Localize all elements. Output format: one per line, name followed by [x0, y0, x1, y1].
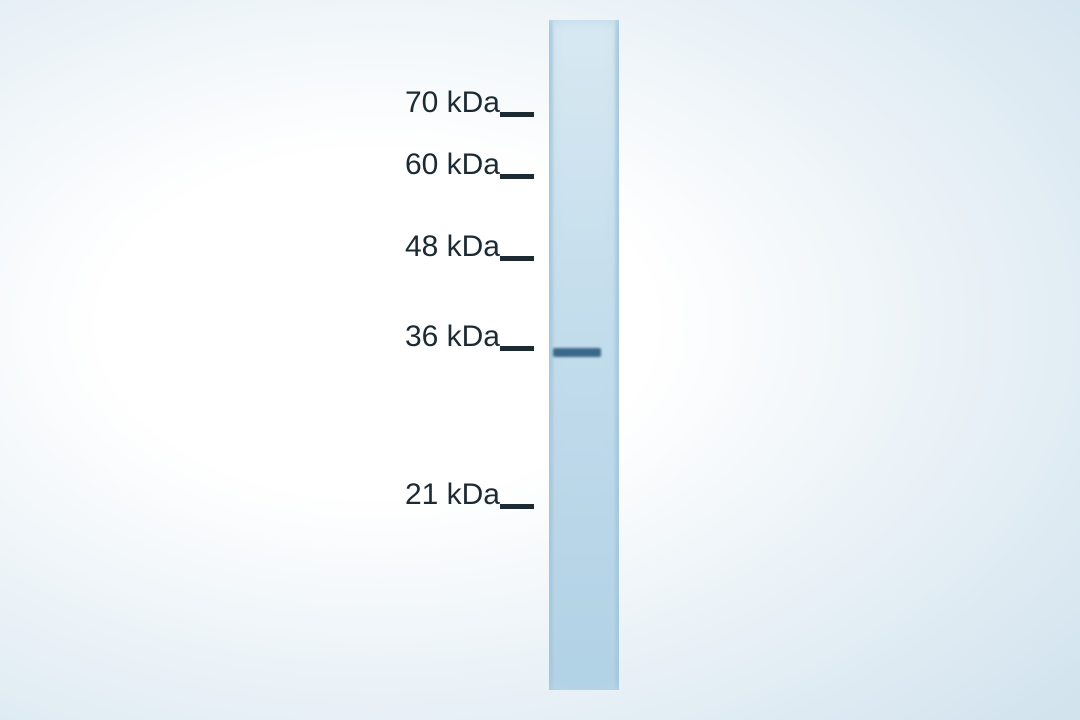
mw-tick: [500, 504, 534, 509]
mw-tick: [500, 346, 534, 351]
mw-label: 21 kDa: [405, 478, 500, 512]
protein-band: [553, 348, 601, 357]
mw-label: 70 kDa: [405, 86, 500, 120]
mw-tick: [500, 112, 534, 117]
figure-background: [0, 0, 1080, 720]
mw-label: 60 kDa: [405, 148, 500, 182]
western-blot-figure: 70 kDa 60 kDa 48 kDa 36 kDa 21 kDa: [0, 0, 1080, 720]
mw-tick: [500, 174, 534, 179]
mw-label: 48 kDa: [405, 230, 500, 264]
mw-label: 36 kDa: [405, 320, 500, 354]
mw-tick: [500, 256, 534, 261]
